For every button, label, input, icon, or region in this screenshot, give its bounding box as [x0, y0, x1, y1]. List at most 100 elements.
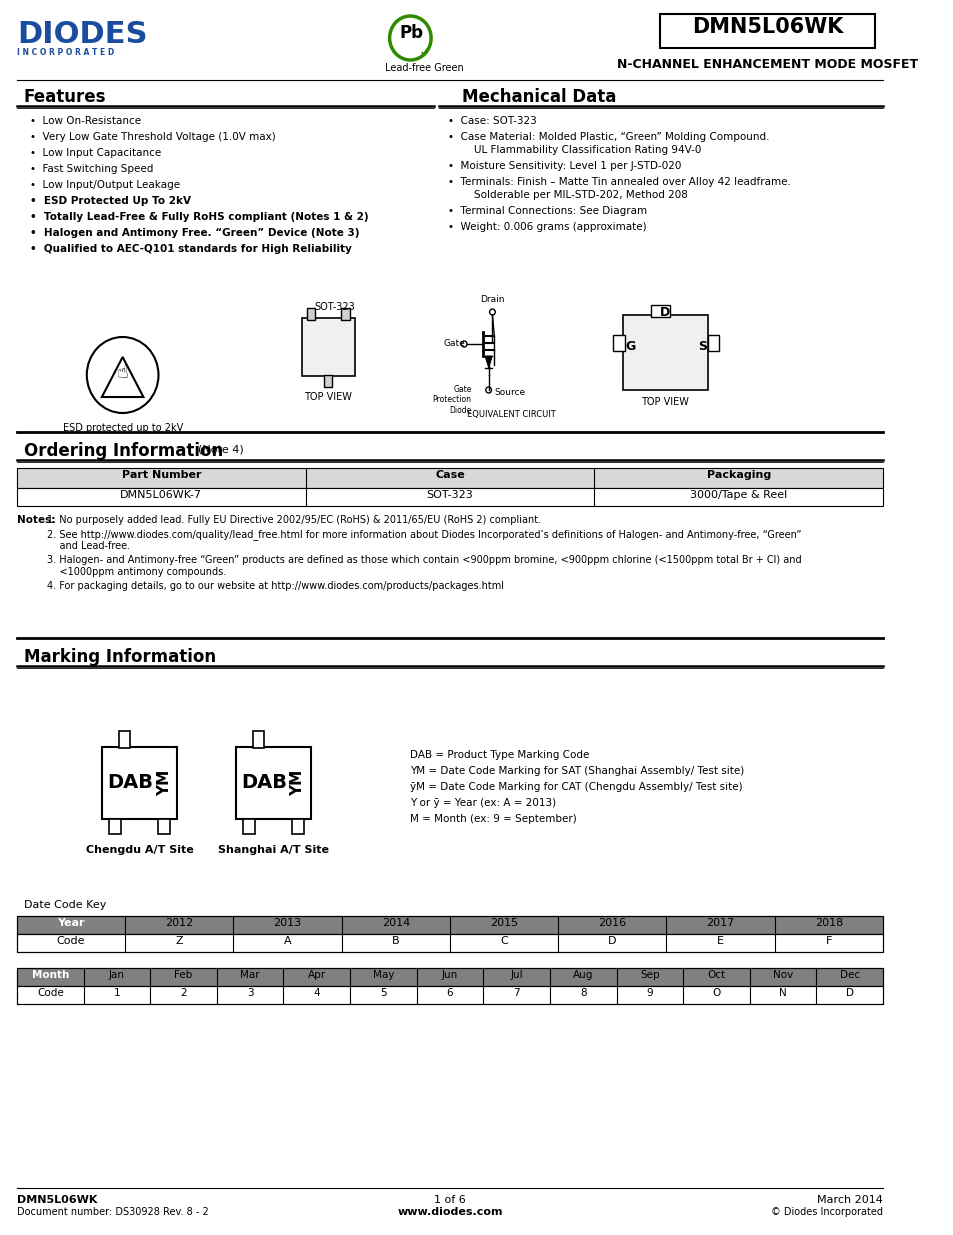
Text: 6: 6 — [446, 988, 453, 998]
Text: Shanghai A/T Site: Shanghai A/T Site — [218, 845, 329, 855]
Text: •  Terminal Connections: See Diagram: • Terminal Connections: See Diagram — [448, 206, 646, 216]
Bar — [622, 315, 707, 390]
Text: 2: 2 — [180, 988, 187, 998]
Bar — [613, 335, 624, 351]
Text: 9: 9 — [646, 988, 653, 998]
Text: Mar: Mar — [240, 969, 259, 981]
Bar — [17, 916, 882, 934]
Bar — [102, 747, 177, 819]
Bar — [17, 934, 882, 952]
Text: Z: Z — [175, 936, 183, 946]
Bar — [158, 819, 170, 834]
Text: •  Low On-Resistance: • Low On-Resistance — [30, 116, 141, 126]
Text: Gate
Protection
Diode: Gate Protection Diode — [433, 385, 471, 415]
Text: DMN5L06WK: DMN5L06WK — [692, 17, 842, 37]
Text: Lead-free Green: Lead-free Green — [384, 63, 463, 73]
Bar — [235, 747, 311, 819]
Text: Gate: Gate — [443, 340, 465, 348]
Text: E: E — [717, 936, 723, 946]
Text: and Lead-free.: and Lead-free. — [47, 541, 131, 551]
Bar — [707, 335, 719, 351]
Text: 2014: 2014 — [381, 918, 410, 927]
Text: Notes:: Notes: — [17, 515, 55, 525]
Text: May: May — [373, 969, 394, 981]
Text: •  Low Input/Output Leakage: • Low Input/Output Leakage — [30, 180, 180, 190]
Text: TOP VIEW: TOP VIEW — [640, 396, 688, 408]
Text: Jan: Jan — [109, 969, 125, 981]
Bar — [293, 819, 303, 834]
Text: © Diodes Incorporated: © Diodes Incorporated — [770, 1207, 882, 1216]
Text: •  Fast Switching Speed: • Fast Switching Speed — [30, 164, 153, 174]
Text: Document number: DS30928 Rev. 8 - 2: Document number: DS30928 Rev. 8 - 2 — [17, 1207, 209, 1216]
Text: SOT-323: SOT-323 — [314, 303, 355, 312]
Text: 1 of 6: 1 of 6 — [434, 1195, 465, 1205]
Text: YM: YM — [156, 769, 172, 797]
Text: Case: Case — [435, 471, 464, 480]
Text: DAB: DAB — [241, 773, 287, 793]
Bar — [17, 488, 882, 506]
Text: 2017: 2017 — [706, 918, 734, 927]
Text: 2015: 2015 — [490, 918, 517, 927]
Text: EQUIVALENT CIRCUIT: EQUIVALENT CIRCUIT — [466, 410, 556, 419]
Text: Ordering Information: Ordering Information — [24, 442, 223, 459]
Text: 2018: 2018 — [814, 918, 842, 927]
Text: March 2014: March 2014 — [817, 1195, 882, 1205]
Text: ☝: ☝ — [116, 363, 129, 383]
Text: •  Qualified to AEC-Q101 standards for High Reliability: • Qualified to AEC-Q101 standards for Hi… — [30, 245, 352, 254]
Bar — [17, 968, 882, 986]
Text: 4. For packaging details, go to our website at http://www.diodes.com/products/pa: 4. For packaging details, go to our webs… — [47, 580, 503, 592]
Text: •  Moisture Sensitivity: Level 1 per J-STD-020: • Moisture Sensitivity: Level 1 per J-ST… — [448, 161, 680, 170]
Text: D: D — [659, 306, 670, 320]
Text: Code: Code — [57, 936, 85, 946]
Text: Jul: Jul — [510, 969, 522, 981]
Text: Source: Source — [494, 388, 525, 396]
Text: Aug: Aug — [573, 969, 593, 981]
Bar — [323, 375, 332, 387]
Text: DIODES: DIODES — [17, 20, 148, 49]
Text: S: S — [698, 341, 706, 353]
Text: ✓: ✓ — [418, 44, 431, 59]
Text: 5: 5 — [379, 988, 386, 998]
Text: 2013: 2013 — [274, 918, 301, 927]
Text: Dec: Dec — [839, 969, 859, 981]
Text: YM = Date Code Marking for SAT (Shanghai Assembly/ Test site): YM = Date Code Marking for SAT (Shanghai… — [410, 766, 744, 776]
Text: •  Low Input Capacitance: • Low Input Capacitance — [30, 148, 161, 158]
Text: 7: 7 — [513, 988, 519, 998]
Text: DMN5L06WK-7: DMN5L06WK-7 — [120, 490, 202, 500]
Text: Packaging: Packaging — [706, 471, 770, 480]
Text: •  Halogen and Antimony Free. “Green” Device (Note 3): • Halogen and Antimony Free. “Green” Dev… — [30, 228, 359, 238]
Bar — [17, 986, 882, 1004]
Text: F: F — [824, 936, 831, 946]
Bar — [306, 308, 314, 320]
Text: •  Case Material: Molded Plastic, “Green” Molding Compound.: • Case Material: Molded Plastic, “Green”… — [448, 132, 769, 142]
Text: 1: 1 — [113, 988, 120, 998]
Text: •  Weight: 0.006 grams (approximate): • Weight: 0.006 grams (approximate) — [448, 222, 646, 232]
Text: ESD protected up to 2kV: ESD protected up to 2kV — [63, 424, 183, 433]
Text: SOT-323: SOT-323 — [426, 490, 473, 500]
Bar — [341, 308, 350, 320]
Bar — [301, 317, 355, 375]
Text: 1. No purposely added lead. Fully EU Directive 2002/95/EC (RoHS) & 2011/65/EU (R: 1. No purposely added lead. Fully EU Dir… — [47, 515, 540, 525]
Bar — [119, 731, 130, 748]
Text: YM: YM — [291, 769, 305, 797]
Text: Oct: Oct — [706, 969, 724, 981]
Text: (Note 4): (Note 4) — [198, 445, 244, 454]
Text: Solderable per MIL-STD-202, Method 208: Solderable per MIL-STD-202, Method 208 — [448, 190, 687, 200]
Text: DMN5L06WK: DMN5L06WK — [17, 1195, 97, 1205]
Text: Chengdu A/T Site: Chengdu A/T Site — [86, 845, 193, 855]
Text: 3000/Tape & Reel: 3000/Tape & Reel — [689, 490, 786, 500]
Text: N: N — [779, 988, 786, 998]
Bar — [110, 819, 121, 834]
Bar — [17, 968, 882, 1004]
Bar — [243, 819, 254, 834]
Text: Pb: Pb — [399, 23, 423, 42]
Text: 2012: 2012 — [165, 918, 193, 927]
Bar — [17, 468, 882, 488]
Text: B: B — [392, 936, 399, 946]
Text: •  ESD Protected Up To 2kV: • ESD Protected Up To 2kV — [30, 196, 191, 206]
Text: Jun: Jun — [441, 969, 457, 981]
Text: Apr: Apr — [308, 969, 326, 981]
Text: G: G — [624, 341, 635, 353]
Bar — [659, 14, 875, 48]
Text: Year: Year — [57, 918, 85, 927]
